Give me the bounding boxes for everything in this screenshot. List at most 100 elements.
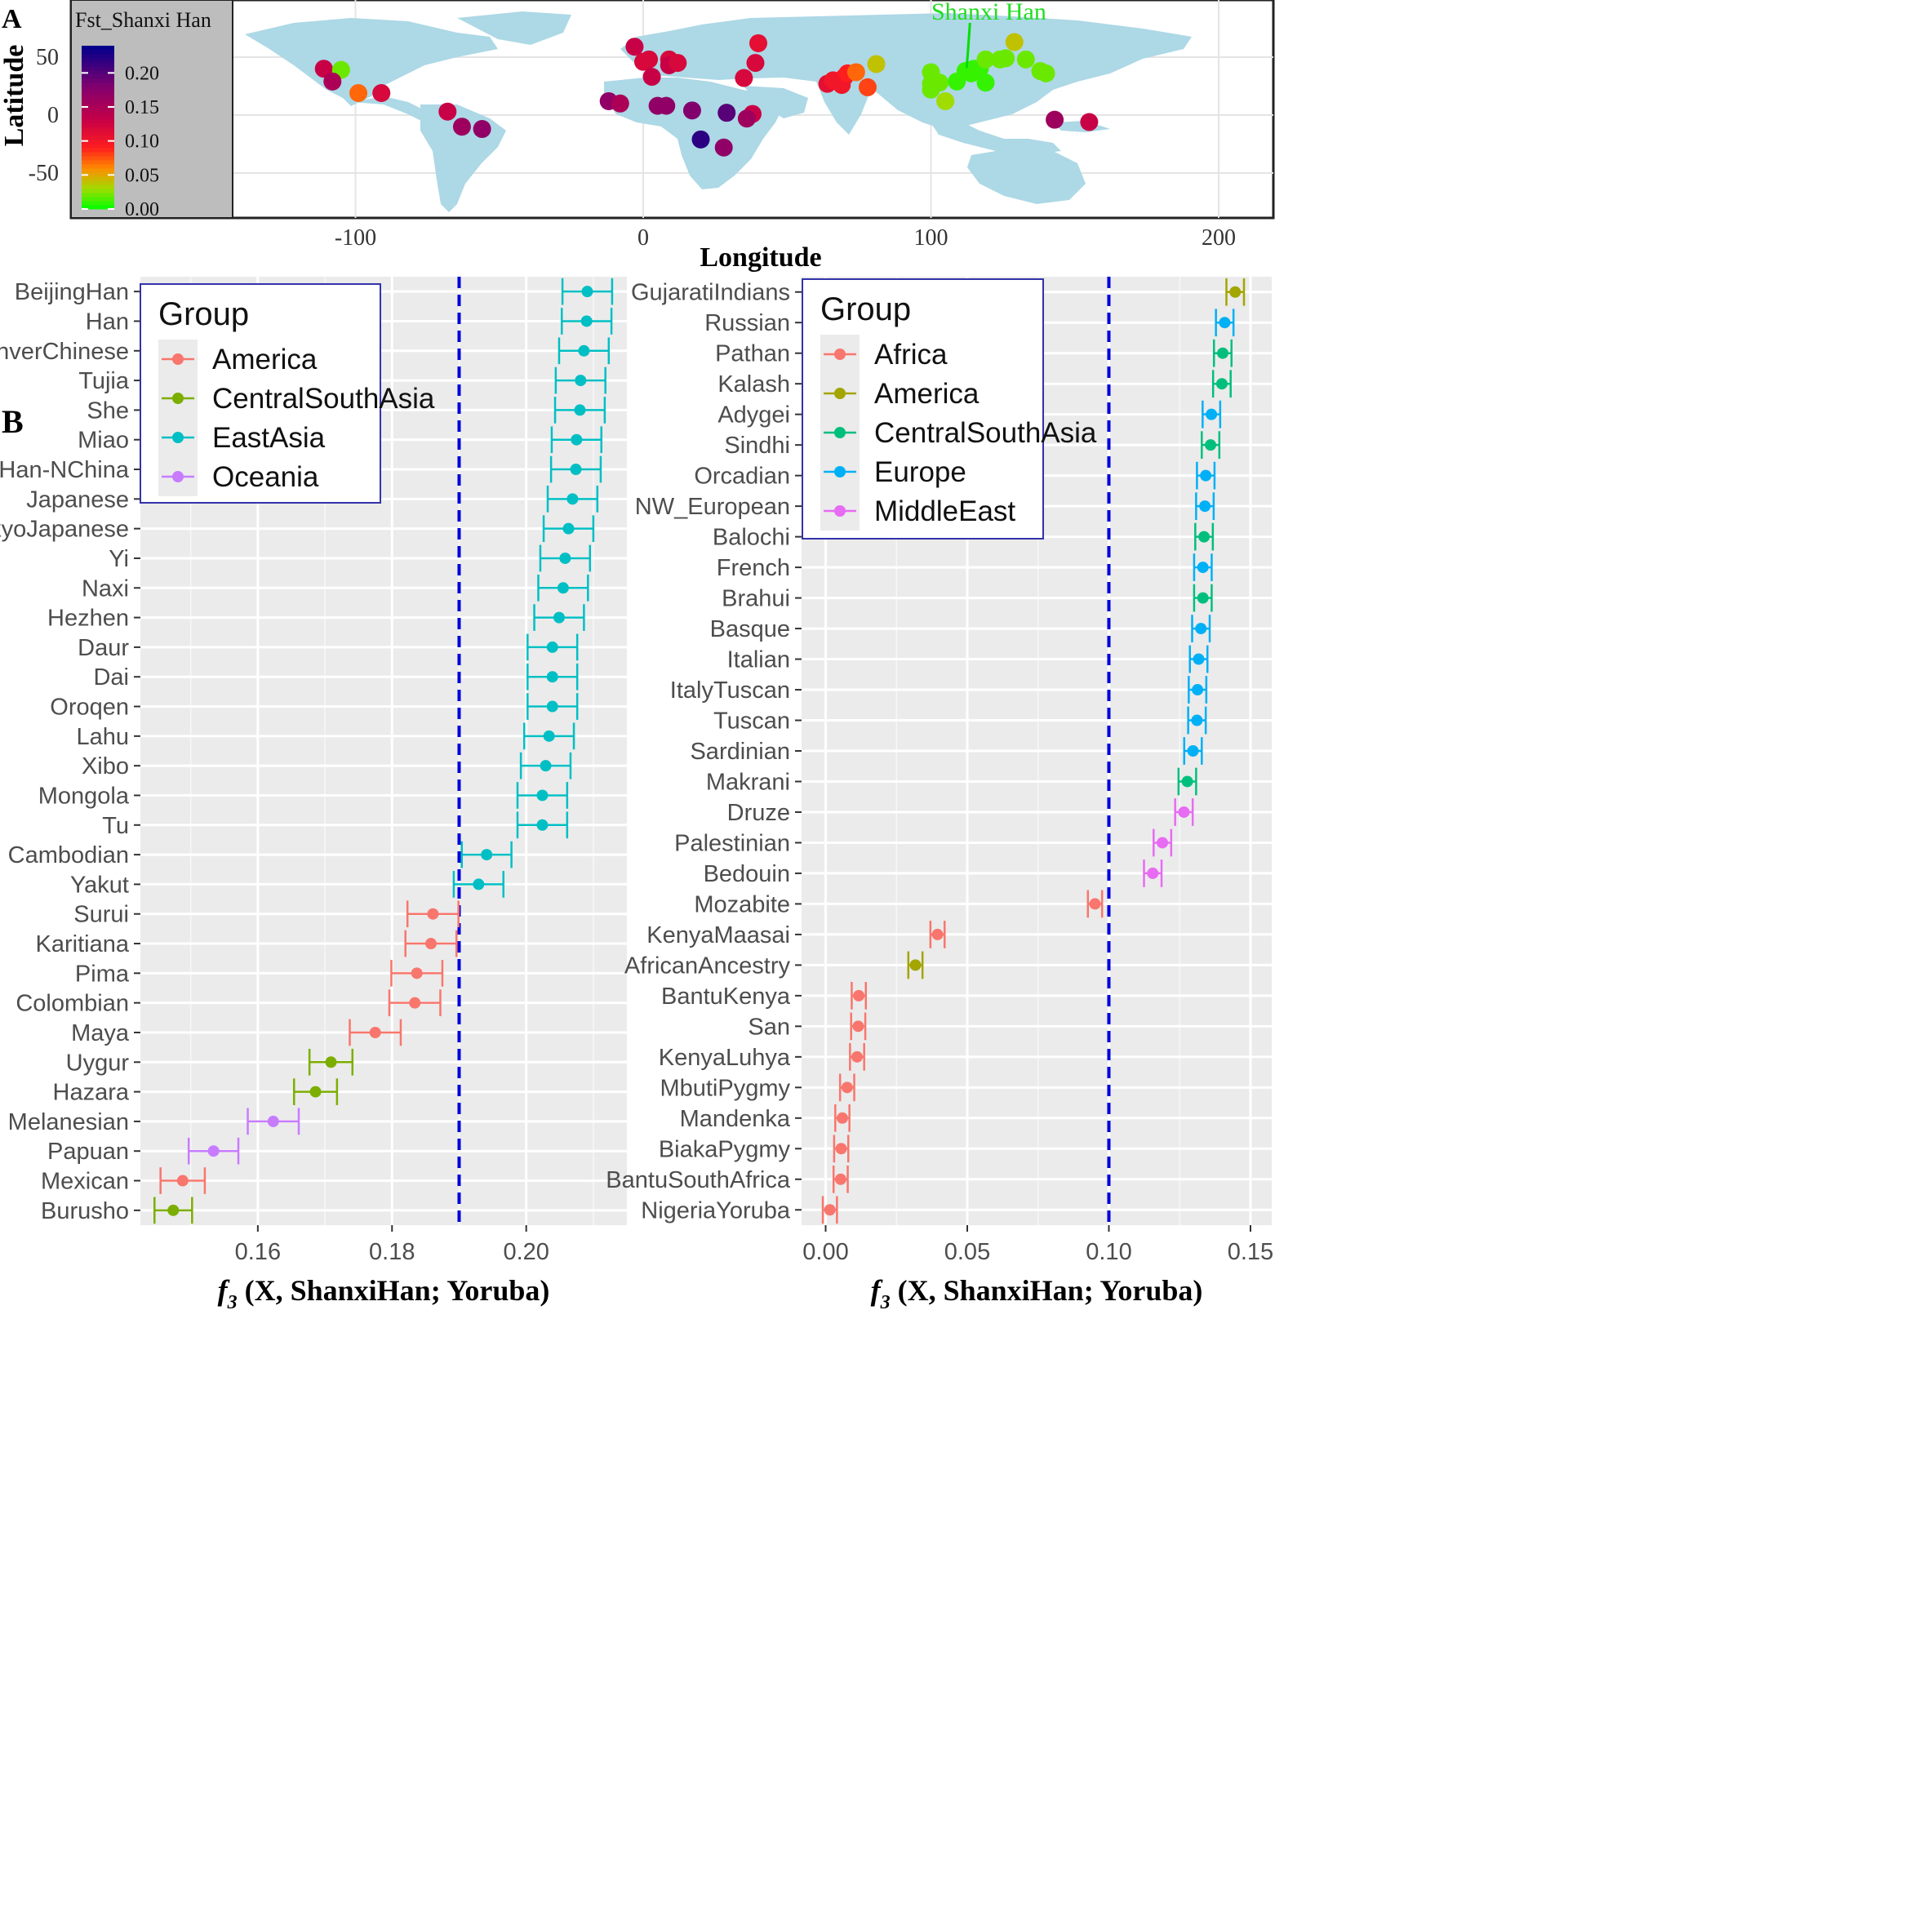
legend-key-point bbox=[834, 466, 846, 477]
y-tick-label-DenverChinese: DenverChinese bbox=[0, 339, 129, 365]
x-tick-label: 0.20 bbox=[503, 1239, 549, 1265]
x-tick-label: 0.05 bbox=[944, 1239, 990, 1265]
legend-entry-Oceania: Oceania bbox=[212, 461, 319, 493]
x-axis-title-f: f bbox=[218, 1274, 230, 1307]
point-MbutiPygmy bbox=[841, 1081, 853, 1094]
y-tick-label-Mongola: Mongola bbox=[38, 783, 130, 809]
point-Adygei bbox=[1206, 408, 1218, 420]
y-tick-label-KenyaMaasai: KenyaMaasai bbox=[646, 922, 790, 948]
legend-entry-America: America bbox=[874, 378, 980, 410]
point-Maya bbox=[369, 1026, 381, 1038]
map-x-tick-label: 0 bbox=[637, 225, 649, 251]
population-point-26 bbox=[691, 130, 710, 149]
fst-legend-swatch bbox=[82, 74, 114, 79]
x-axis-title-sub: 3 bbox=[227, 1292, 238, 1313]
y-tick-label-Pathan: Pathan bbox=[715, 341, 790, 367]
population-point-6 bbox=[452, 118, 471, 136]
y-tick-label-Hezhen: Hezhen bbox=[47, 606, 129, 632]
population-point-7 bbox=[473, 120, 491, 139]
point-Russian bbox=[1219, 317, 1231, 329]
fst-legend-swatch bbox=[82, 99, 114, 104]
y-tick-label-Karitiana: Karitiana bbox=[36, 931, 130, 957]
fst-legend-swatch bbox=[82, 70, 114, 75]
point-Miao bbox=[571, 433, 583, 446]
y-tick-label-San: San bbox=[748, 1014, 790, 1040]
y-tick-label-Yi: Yi bbox=[109, 546, 129, 572]
point-Cambodian bbox=[481, 849, 493, 861]
point-KenyaLuhya bbox=[851, 1050, 864, 1063]
population-point-4 bbox=[372, 84, 391, 103]
fst-legend-swatch bbox=[82, 140, 114, 144]
y-tick-label-Brahui: Brahui bbox=[722, 586, 790, 612]
point-Mandenka bbox=[836, 1112, 848, 1124]
population-point-11 bbox=[642, 68, 661, 87]
population-point-35 bbox=[867, 55, 886, 73]
fst-legend-tick-label: 0.20 bbox=[125, 63, 159, 84]
point-Pima bbox=[411, 967, 423, 979]
fst-legend-swatch bbox=[82, 62, 114, 67]
point-Orcadian bbox=[1200, 469, 1212, 482]
point-Xibo bbox=[540, 760, 552, 772]
population-point-15 bbox=[735, 69, 753, 87]
x-axis-title-sub: 3 bbox=[880, 1292, 891, 1313]
point-Palestinian bbox=[1157, 837, 1169, 849]
population-point-27 bbox=[714, 138, 733, 157]
y-tick-label-Uygur: Uygur bbox=[66, 1050, 130, 1076]
point-Melanesian bbox=[267, 1115, 279, 1127]
point-Mexican bbox=[176, 1175, 189, 1187]
legend-key-point bbox=[834, 349, 846, 360]
y-tick-label-Italian: Italian bbox=[727, 647, 790, 673]
fst-legend-swatch bbox=[82, 131, 114, 136]
x-tick-label: 0.18 bbox=[369, 1239, 415, 1265]
point-Naxi bbox=[557, 582, 569, 594]
point-Papuan bbox=[207, 1145, 220, 1157]
y-tick-label-Melanesian: Melanesian bbox=[8, 1109, 129, 1135]
map-y-axis-title: Latitude bbox=[0, 45, 29, 147]
y-tick-label-NW_European: NW_European bbox=[635, 494, 790, 520]
panel-label-b: B bbox=[2, 403, 24, 440]
y-tick-label-Colombian: Colombian bbox=[16, 991, 129, 1017]
population-point-0 bbox=[314, 60, 333, 78]
y-tick-label-Naxi: Naxi bbox=[82, 575, 129, 602]
fst-legend-swatch bbox=[82, 184, 114, 189]
legend-entry-America: America bbox=[212, 344, 318, 375]
y-tick-label-Mozabite: Mozabite bbox=[694, 891, 790, 917]
legend-key-point bbox=[834, 427, 846, 438]
y-tick-label-KenyaLuhya: KenyaLuhya bbox=[659, 1045, 791, 1071]
shanxi-han-annotation: Shanxi Han bbox=[931, 0, 1046, 25]
population-point-19 bbox=[611, 94, 629, 113]
population-point-3 bbox=[349, 84, 368, 103]
x-tick-label: 0.10 bbox=[1086, 1239, 1131, 1265]
y-tick-label-Yakut: Yakut bbox=[70, 872, 129, 898]
point-Tujia bbox=[575, 375, 587, 387]
map-y-tick-label: 50 bbox=[36, 45, 59, 70]
y-tick-label-Tujia: Tujia bbox=[78, 368, 130, 394]
legend-entry-Africa: Africa bbox=[874, 339, 948, 371]
point-BantuSouthAfrica bbox=[834, 1173, 846, 1185]
legend-entry-CentralSouthAsia: CentralSouthAsia bbox=[212, 383, 435, 415]
point-DenverChinese bbox=[578, 344, 590, 357]
map-x-tick-label: 200 bbox=[1202, 225, 1236, 251]
point-Makrani bbox=[1181, 775, 1193, 788]
y-tick-label-BiakaPygmy: BiakaPygmy bbox=[659, 1136, 791, 1162]
population-point-47 bbox=[976, 73, 995, 92]
population-point-50 bbox=[1005, 33, 1024, 51]
y-tick-label-Sardinian: Sardinian bbox=[690, 739, 790, 765]
y-tick-label-Adygei: Adygei bbox=[717, 402, 790, 429]
fst-legend-swatch bbox=[82, 46, 114, 51]
map-y-tick-label: 0 bbox=[47, 103, 59, 128]
fst-legend-tick-label: 0.05 bbox=[125, 165, 159, 186]
population-point-8 bbox=[625, 38, 644, 56]
population-point-49 bbox=[997, 49, 1015, 68]
legend-key-point bbox=[172, 432, 184, 443]
point-Karitiana bbox=[424, 938, 437, 950]
panel-label-a: A bbox=[2, 4, 22, 34]
fst-legend-swatch bbox=[82, 119, 114, 124]
legend-entry-CentralSouthAsia: CentralSouthAsia bbox=[874, 417, 1097, 449]
point-Surui bbox=[427, 908, 439, 920]
population-point-17 bbox=[749, 33, 767, 52]
y-tick-label-Balochi: Balochi bbox=[713, 525, 790, 551]
point-Lahu bbox=[543, 730, 555, 742]
land-india bbox=[816, 82, 869, 135]
